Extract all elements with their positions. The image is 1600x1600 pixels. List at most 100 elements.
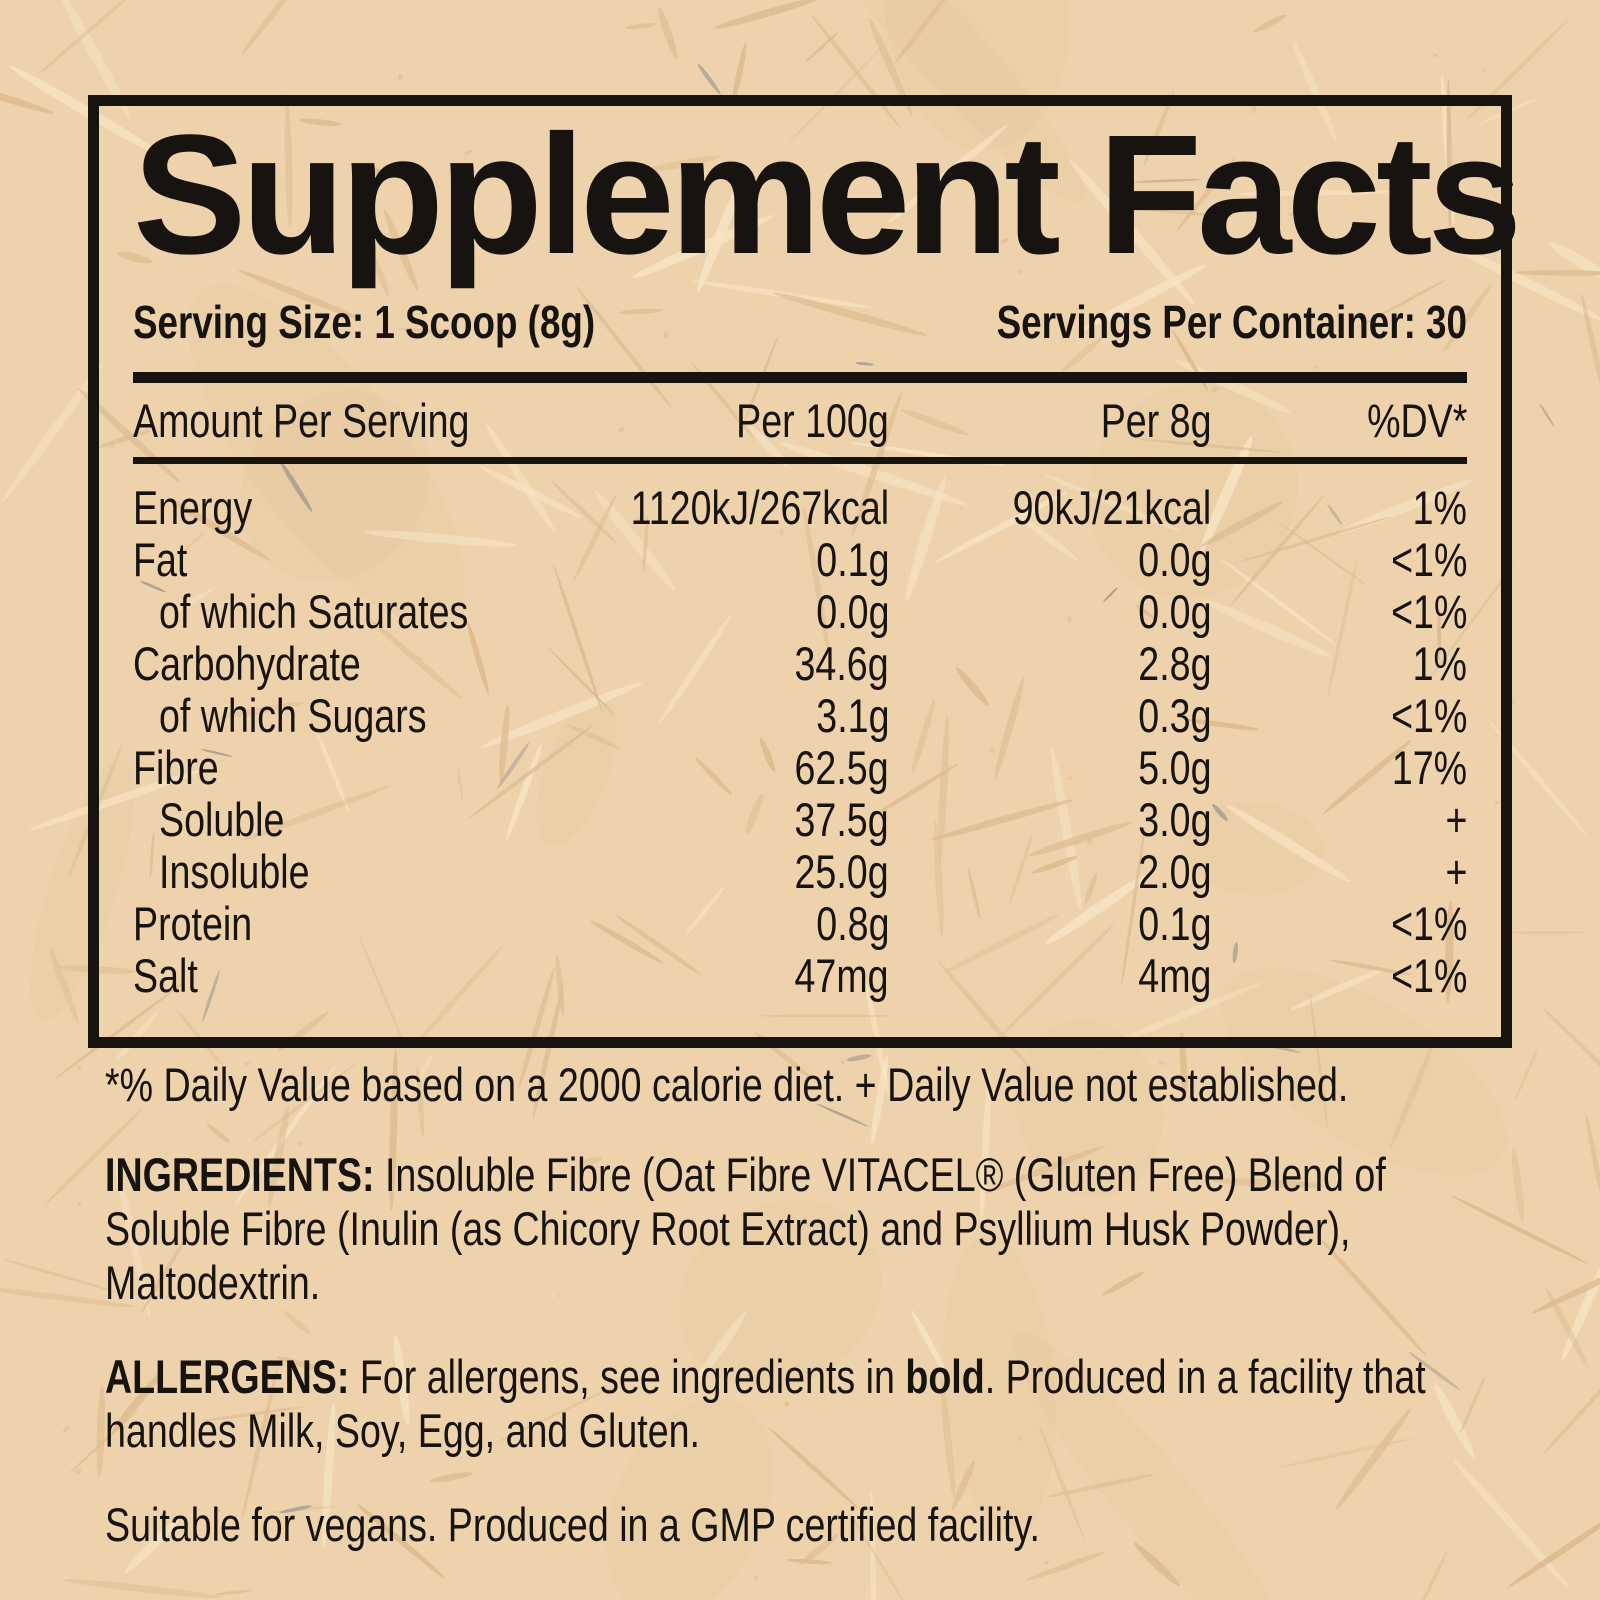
per-100g-value: 47mg bbox=[794, 949, 889, 1002]
fact-row-dv-cell: 1% bbox=[1211, 638, 1467, 690]
dv-value: <1% bbox=[1390, 533, 1467, 586]
dv-value: + bbox=[1445, 845, 1467, 898]
fact-row: of which Saturates 0.0g 0.0g <1% bbox=[133, 586, 1467, 638]
fact-row-per100-cell: 3.1g bbox=[559, 690, 889, 742]
col-percent-dv: %DV* bbox=[1366, 394, 1467, 447]
nutrient-name: Insoluble bbox=[159, 845, 310, 898]
fact-row-per8-cell: 2.0g bbox=[889, 846, 1211, 898]
per-100g-value: 0.0g bbox=[815, 585, 889, 638]
facts-rows: Energy 1120kJ/267kcal 90kJ/21kcal 1% Fat… bbox=[133, 482, 1467, 1002]
allergens-text-pre: For allergens, see ingredients in bbox=[359, 1350, 906, 1403]
ingredients-label: INGREDIENTS: bbox=[105, 1148, 375, 1201]
fact-row-label-cell: Protein bbox=[133, 898, 559, 950]
per-100g-value: 62.5g bbox=[794, 741, 889, 794]
fact-row-per100-cell: 25.0g bbox=[559, 846, 889, 898]
fact-row-per8-cell: 0.0g bbox=[889, 534, 1211, 586]
fact-row-per8-cell: 5.0g bbox=[889, 742, 1211, 794]
col-per-8g: Per 8g bbox=[1100, 394, 1211, 447]
fact-row: of which Sugars 3.1g 0.3g <1% bbox=[133, 690, 1467, 742]
ingredients-paragraph: INGREDIENTS: Insoluble Fibre (Oat Fibre … bbox=[105, 1148, 1485, 1310]
nutrient-name: Fat bbox=[133, 533, 188, 586]
fact-row-per8-cell: 3.0g bbox=[889, 794, 1211, 846]
fact-row-per100-cell: 62.5g bbox=[559, 742, 889, 794]
col-amount-per-serving: Amount Per Serving bbox=[133, 394, 470, 447]
table-header-row: Amount Per Serving Per 100g Per 8g %DV* bbox=[133, 395, 1467, 447]
header-cell-dv: %DV* bbox=[1211, 395, 1467, 447]
fact-row: Fat 0.1g 0.0g <1% bbox=[133, 534, 1467, 586]
fact-row: Insoluble 25.0g 2.0g + bbox=[133, 846, 1467, 898]
per-8g-value: 0.0g bbox=[1137, 585, 1211, 638]
per-8g-value: 0.3g bbox=[1137, 689, 1211, 742]
nutrient-name: of which Sugars bbox=[159, 689, 427, 742]
fact-row-label-cell: Insoluble bbox=[133, 846, 559, 898]
dv-value: <1% bbox=[1390, 689, 1467, 742]
dv-value: <1% bbox=[1390, 897, 1467, 950]
per-8g-value: 90kJ/21kcal bbox=[1012, 481, 1211, 534]
fact-row: Protein 0.8g 0.1g <1% bbox=[133, 898, 1467, 950]
dv-value: 17% bbox=[1391, 741, 1467, 794]
dv-value: 1% bbox=[1412, 481, 1467, 534]
header-cell-per8: Per 8g bbox=[889, 395, 1211, 447]
header-cell-per100: Per 100g bbox=[559, 395, 889, 447]
dv-value: + bbox=[1445, 793, 1467, 846]
fact-row: Fibre 62.5g 5.0g 17% bbox=[133, 742, 1467, 794]
fact-row-per100-cell: 34.6g bbox=[559, 638, 889, 690]
fact-row-per100-cell: 0.0g bbox=[559, 586, 889, 638]
per-100g-value: 0.8g bbox=[815, 897, 889, 950]
fact-row: Carbohydrate 34.6g 2.8g 1% bbox=[133, 638, 1467, 690]
fact-row-dv-cell: 17% bbox=[1211, 742, 1467, 794]
per-100g-value: 3.1g bbox=[815, 689, 889, 742]
fact-row-label-cell: Soluble bbox=[133, 794, 559, 846]
divider-thick bbox=[133, 372, 1467, 383]
allergens-bold-word: bold bbox=[905, 1350, 985, 1403]
nutrient-name: Protein bbox=[133, 897, 253, 950]
fact-row-label-cell: Fibre bbox=[133, 742, 559, 794]
per-100g-value: 34.6g bbox=[794, 637, 889, 690]
daily-value-footnote: *% Daily Value based on a 2000 calorie d… bbox=[105, 1058, 1349, 1111]
vegan-note: Suitable for vegans. Produced in a GMP c… bbox=[105, 1498, 1040, 1551]
per-8g-value: 2.8g bbox=[1137, 637, 1211, 690]
per-100g-value: 1120kJ/267kcal bbox=[630, 481, 890, 534]
fact-row-per100-cell: 0.8g bbox=[559, 898, 889, 950]
fact-row-per100-cell: 0.1g bbox=[559, 534, 889, 586]
supplement-facts-panel: Supplement Facts Serving Size: 1 Scoop (… bbox=[88, 95, 1522, 1048]
nutrient-name: of which Saturates bbox=[159, 585, 469, 638]
fact-row: Salt 47mg 4mg <1% bbox=[133, 950, 1467, 1002]
fact-row-dv-cell: <1% bbox=[1211, 586, 1467, 638]
ingredients-text: Insoluble Fibre (Oat Fibre VITACEL® (Glu… bbox=[105, 1148, 1386, 1309]
dv-value: 1% bbox=[1412, 637, 1467, 690]
fact-row-label-cell: of which Saturates bbox=[133, 586, 559, 638]
dv-value: <1% bbox=[1390, 585, 1467, 638]
col-per-100g: Per 100g bbox=[736, 394, 889, 447]
nutrient-name: Carbohydrate bbox=[133, 637, 361, 690]
per-100g-value: 37.5g bbox=[794, 793, 889, 846]
fact-row-per8-cell: 0.0g bbox=[889, 586, 1211, 638]
fact-row-dv-cell: + bbox=[1211, 794, 1467, 846]
per-8g-value: 2.0g bbox=[1137, 845, 1211, 898]
fact-row-per100-cell: 37.5g bbox=[559, 794, 889, 846]
label-notes: *% Daily Value based on a 2000 calorie d… bbox=[105, 1058, 1485, 1552]
allergens-text-post: . Produced in a facility that handles Mi… bbox=[105, 1350, 1426, 1457]
fact-row-per8-cell: 4mg bbox=[889, 950, 1211, 1002]
fact-row-per8-cell: 90kJ/21kcal bbox=[889, 482, 1211, 534]
servings-per-container-text: Servings Per Container: 30 bbox=[996, 296, 1467, 348]
fact-row-dv-cell: <1% bbox=[1211, 690, 1467, 742]
allergens-paragraph: ALLERGENS: For allergens, see ingredient… bbox=[105, 1350, 1485, 1458]
nutrient-name: Energy bbox=[133, 481, 253, 534]
per-8g-value: 0.0g bbox=[1137, 533, 1211, 586]
fact-row-label-cell: Fat bbox=[133, 534, 559, 586]
fact-row-dv-cell: <1% bbox=[1211, 898, 1467, 950]
nutrient-name: Salt bbox=[133, 949, 198, 1002]
divider-medium bbox=[133, 457, 1467, 464]
fact-row: Soluble 37.5g 3.0g + bbox=[133, 794, 1467, 846]
per-8g-value: 4mg bbox=[1137, 949, 1211, 1002]
panel-title: Supplement Facts bbox=[133, 100, 1522, 290]
fact-row-label-cell: Salt bbox=[133, 950, 559, 1002]
per-8g-value: 0.1g bbox=[1137, 897, 1211, 950]
nutrient-name: Soluble bbox=[159, 793, 285, 846]
per-8g-value: 5.0g bbox=[1137, 741, 1211, 794]
fact-row-label-cell: Energy bbox=[133, 482, 559, 534]
